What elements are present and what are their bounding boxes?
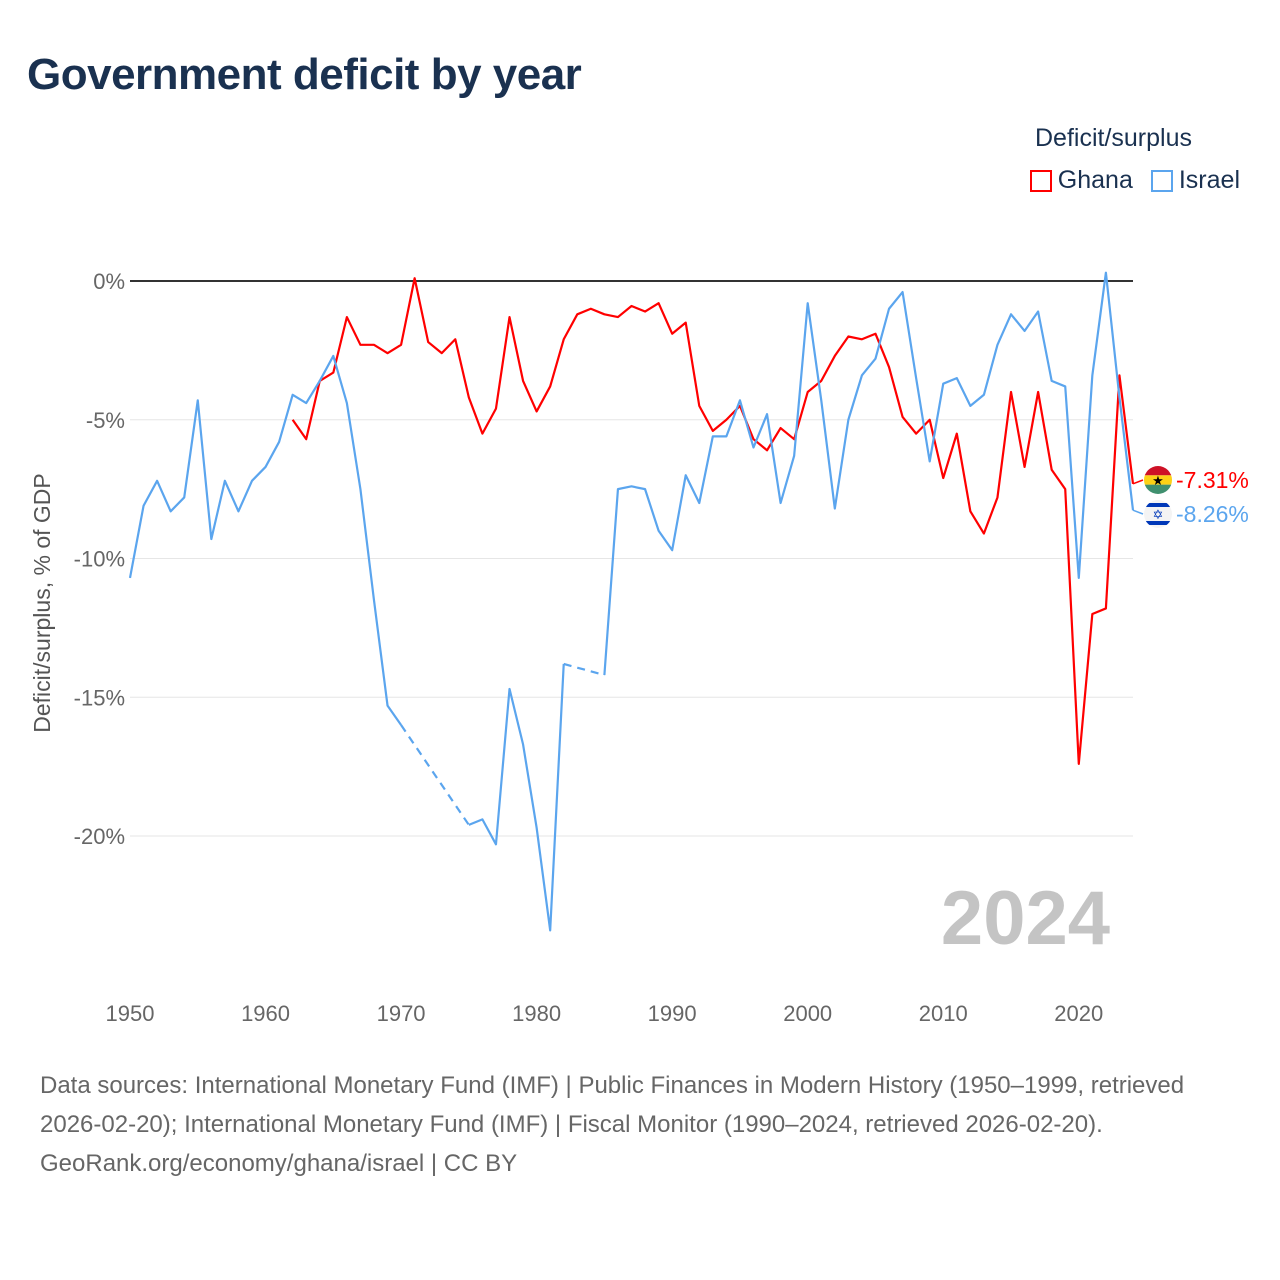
legend-title: Deficit/surplus xyxy=(1035,124,1192,152)
x-tick-label: 1990 xyxy=(648,1001,697,1026)
end-connector xyxy=(1132,479,1144,485)
svg-text:★: ★ xyxy=(1152,473,1164,488)
x-tick-label: 2000 xyxy=(783,1001,832,1026)
legend-label-ghana: Ghana xyxy=(1057,166,1133,194)
y-tick-label: -15% xyxy=(74,685,125,710)
x-tick-label: 1960 xyxy=(241,1001,290,1026)
legend-label-israel: Israel xyxy=(1178,166,1240,194)
svg-text:✡: ✡ xyxy=(1153,507,1164,522)
end-value-label-ghana: -7.31% xyxy=(1176,467,1249,493)
series-line-ghana xyxy=(291,277,1135,765)
end-connector xyxy=(1132,509,1144,515)
year-label: 2024 xyxy=(941,876,1110,961)
y-tick-label: -10% xyxy=(74,547,125,572)
y-axis-label: Deficit/surplus, % of GDP xyxy=(29,473,55,732)
data-sources: Data sources: International Monetary Fun… xyxy=(40,1072,1185,1138)
footer: Data sources: International Monetary Fun… xyxy=(40,1066,1240,1183)
legend: Ghana Israel xyxy=(1029,166,1240,195)
legend-swatch-ghana xyxy=(1029,169,1052,192)
legend-item-ghana[interactable]: Ghana xyxy=(1029,166,1133,195)
legend-swatch-israel xyxy=(1150,169,1173,192)
israel-flag-icon: ✡ xyxy=(1144,500,1172,528)
series-gap-israel xyxy=(563,662,605,677)
x-tick-label: 2020 xyxy=(1054,1001,1103,1026)
y-tick-label: 0% xyxy=(93,269,125,294)
series-line-israel xyxy=(468,663,565,932)
series-gap-israel xyxy=(400,724,470,826)
x-tick-label: 1980 xyxy=(512,1001,561,1026)
y-tick-label: -5% xyxy=(86,408,125,433)
legend-item-israel[interactable]: Israel xyxy=(1150,166,1240,195)
end-value-label-israel: -8.26% xyxy=(1176,501,1249,527)
x-tick-label: 1970 xyxy=(377,1001,426,1026)
plot-area: 2024 0% -5% -10% -15% -20% 1950 1960 1970 1980 19… xyxy=(29,269,1249,1026)
ghana-flag-icon: ★ xyxy=(1144,466,1172,494)
y-tick-label: -20% xyxy=(74,824,125,849)
x-tick-label: 2010 xyxy=(919,1001,968,1026)
series-line-israel xyxy=(603,271,1135,676)
series-line-israel xyxy=(128,354,402,726)
credit-link[interactable]: GeoRank.org/economy/ghana/israel | CC BY xyxy=(40,1150,518,1177)
chart-title: Government deficit by year xyxy=(27,50,582,99)
x-tick-label: 1950 xyxy=(106,1001,155,1026)
